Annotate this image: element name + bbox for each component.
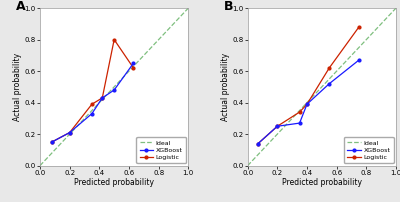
- Logistic: [305, 103, 310, 105]
- Text: B: B: [224, 0, 234, 13]
- Line: Logistic: Logistic: [50, 38, 135, 143]
- XGBoost: [131, 62, 136, 64]
- Line: XGBoost: XGBoost: [50, 62, 135, 143]
- X-axis label: Predicted probability: Predicted probability: [74, 178, 154, 187]
- XGBoost: [100, 97, 105, 99]
- Y-axis label: Actual probability: Actual probability: [14, 53, 22, 121]
- XGBoost: [275, 125, 280, 127]
- Logistic: [327, 67, 332, 69]
- XGBoost: [112, 89, 116, 91]
- Logistic: [256, 142, 260, 145]
- XGBoost: [327, 82, 332, 85]
- Legend: Ideal, XGBoost, Logistic: Ideal, XGBoost, Logistic: [136, 137, 186, 163]
- XGBoost: [50, 141, 54, 143]
- Logistic: [356, 26, 361, 28]
- Line: XGBoost: XGBoost: [257, 59, 360, 145]
- XGBoost: [305, 103, 310, 105]
- XGBoost: [356, 59, 361, 61]
- Logistic: [50, 141, 54, 143]
- XGBoost: [297, 122, 302, 124]
- Logistic: [67, 131, 72, 134]
- Legend: Ideal, XGBoost, Logistic: Ideal, XGBoost, Logistic: [344, 137, 394, 163]
- Logistic: [90, 103, 94, 105]
- Logistic: [100, 97, 105, 99]
- Logistic: [297, 111, 302, 113]
- XGBoost: [256, 142, 260, 145]
- Text: A: A: [16, 0, 26, 13]
- Logistic: [112, 38, 116, 41]
- Y-axis label: Actual probability: Actual probability: [221, 53, 230, 121]
- X-axis label: Predicted probability: Predicted probability: [282, 178, 362, 187]
- Line: Logistic: Logistic: [257, 26, 360, 145]
- Logistic: [131, 67, 136, 69]
- XGBoost: [90, 113, 94, 115]
- Logistic: [275, 125, 280, 127]
- XGBoost: [67, 131, 72, 134]
